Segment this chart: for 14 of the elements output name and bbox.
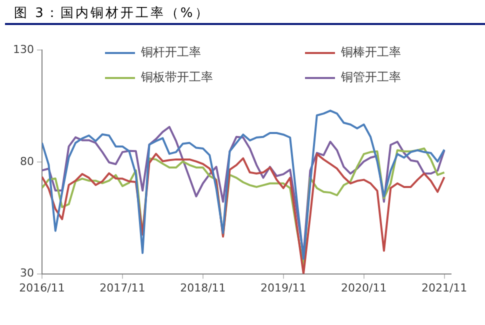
x-tick-label: 2019/11 [260, 281, 306, 294]
y-tick-label: 80 [20, 154, 34, 168]
x-tick-label: 2021/11 [421, 281, 468, 294]
legend-label: 铜棒开工率 [341, 44, 401, 61]
legend-label: 铜管开工率 [341, 69, 401, 86]
x-tick-label: 2016/11 [19, 281, 65, 294]
y-tick-label: 30 [20, 266, 34, 280]
x-tick-label: 2020/11 [340, 281, 387, 294]
x-tick-label: 2018/11 [180, 281, 226, 294]
legend-label: 铜杆开工率 [141, 44, 201, 61]
chart-title: 图 3：国内铜材开工率（%） [14, 5, 210, 22]
x-tick-label: 2017/11 [100, 281, 146, 294]
y-tick-label: 130 [12, 42, 34, 56]
legend-label: 铜板带开工率 [141, 69, 213, 86]
